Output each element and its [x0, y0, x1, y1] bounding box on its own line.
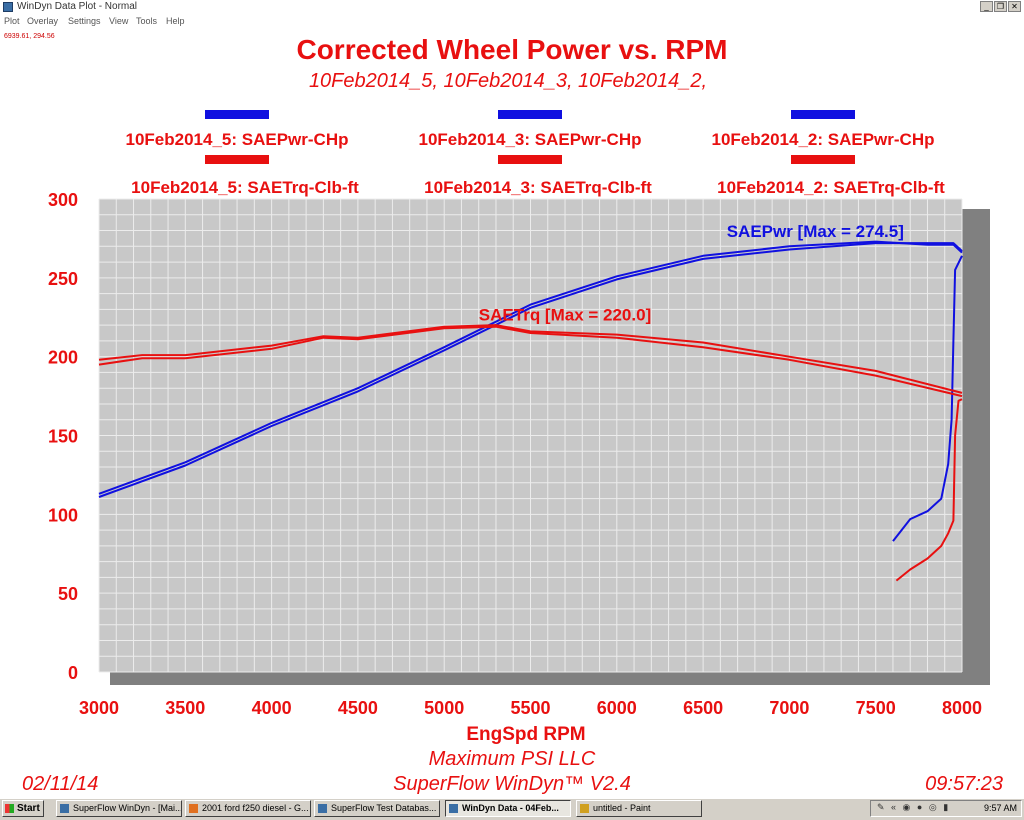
legend: 10Feb2014_5: SAEPwr-CHp 10Feb2014_3: SAEP… — [126, 110, 945, 197]
app-icon — [60, 804, 69, 813]
windows-logo-icon — [5, 804, 14, 813]
x-tick-label: 4500 — [338, 698, 378, 718]
menu-help[interactable]: Help — [166, 16, 185, 26]
x-tick-label: 8000 — [942, 698, 982, 718]
tray-icons[interactable]: ✎ « ◉ ● ◎ ▮ — [877, 802, 951, 812]
x-axis-label: EngSpd RPM — [466, 724, 585, 745]
legend-swatch — [791, 110, 855, 119]
legend-label: 10Feb2014_2: SAETrq-Clb-ft — [717, 178, 945, 197]
menu-view[interactable]: View — [109, 16, 129, 26]
series-line — [892, 255, 963, 542]
cursor-coords-readout: 6939.61, 294.56 — [4, 33, 55, 40]
series-line — [895, 398, 963, 582]
x-tick-label: 7000 — [769, 698, 809, 718]
window-title: WinDyn Data Plot - Normal — [17, 1, 138, 12]
legend-label: 10Feb2014_2: SAEPwr-CHp — [712, 130, 935, 149]
legend-label: 10Feb2014_3: SAEPwr-CHp — [419, 130, 642, 149]
x-tick-label: 5500 — [510, 698, 550, 718]
legend-swatch — [791, 155, 855, 164]
browser-icon — [189, 804, 198, 813]
chart-title: Corrected Wheel Power vs. RPM — [296, 34, 727, 65]
minimize-button[interactable]: _ — [980, 1, 993, 12]
system-tray: ✎ « ◉ ● ◎ ▮ 9:57 AM — [870, 800, 1022, 817]
y-tick-label: 300 — [48, 190, 78, 210]
task-label: 2001 ford f250 diesel - G... — [202, 803, 309, 813]
task-label: WinDyn Data - 04Feb... — [462, 803, 559, 813]
x-axis-ticks: 3000 3500 4000 4500 5000 5500 6000 6500 7000 7500… — [79, 698, 982, 718]
start-label: Start — [17, 803, 40, 814]
task-label: SuperFlow Test Databas... — [331, 803, 437, 813]
y-tick-label: 0 — [68, 663, 78, 683]
y-axis-ticks: 0 50 100 150 200 250 300 — [48, 190, 78, 683]
task-windyn-data[interactable]: WinDyn Data - 04Feb... — [445, 800, 571, 817]
window-controls: _ ❐ ✕ — [980, 1, 1021, 12]
restore-button[interactable]: ❐ — [994, 1, 1007, 12]
menu-tools[interactable]: Tools — [136, 16, 158, 26]
series-line — [98, 324, 963, 394]
app-icon — [449, 804, 458, 813]
task-superflow-windyn[interactable]: SuperFlow WinDyn - [Mai... — [56, 800, 182, 817]
report-date: 02/11/14 — [22, 773, 98, 795]
x-tick-label: 6000 — [597, 698, 637, 718]
y-tick-label: 200 — [48, 348, 78, 368]
start-button[interactable]: Start — [2, 800, 44, 817]
legend-swatch — [205, 110, 269, 119]
y-tick-label: 150 — [48, 427, 78, 447]
x-tick-label: 4000 — [252, 698, 292, 718]
app-icon — [318, 804, 327, 813]
task-test-database[interactable]: SuperFlow Test Databas... — [314, 800, 440, 817]
legend-label: 10Feb2014_5: SAETrq-Clb-ft — [131, 178, 359, 197]
series-line — [98, 325, 963, 398]
legend-swatch — [498, 155, 562, 164]
max-annotation: SAETrq [Max = 220.0] — [479, 305, 651, 324]
series-line — [98, 240, 963, 495]
tray-clock[interactable]: 9:57 AM — [983, 803, 1017, 813]
menu-bar: Plot Overlay Settings View Tools Help — [0, 15, 1024, 29]
max-annotation: SAEPwr [Max = 274.5] — [727, 222, 904, 241]
legend-label: 10Feb2014_3: SAETrq-Clb-ft — [424, 178, 652, 197]
power-torque-chart: Corrected Wheel Power vs. RPM 10Feb2014_… — [22, 34, 1003, 795]
y-tick-label: 100 — [48, 505, 78, 525]
menu-settings[interactable]: Settings — [68, 16, 101, 26]
x-tick-label: 3000 — [79, 698, 119, 718]
task-paint[interactable]: untitled - Paint — [576, 800, 702, 817]
task-label: SuperFlow WinDyn - [Mai... — [73, 803, 182, 813]
y-tick-label: 50 — [58, 584, 78, 604]
x-tick-label: 3500 — [165, 698, 205, 718]
legend-swatch — [498, 110, 562, 119]
grid — [98, 198, 963, 673]
software-version: SuperFlow WinDyn™ V2.4 — [393, 773, 631, 795]
legend-swatch — [205, 155, 269, 164]
paint-icon — [580, 804, 589, 813]
close-button[interactable]: ✕ — [1008, 1, 1021, 12]
x-tick-label: 6500 — [683, 698, 723, 718]
company-name: Maximum PSI LLC — [429, 748, 596, 770]
task-browser[interactable]: 2001 ford f250 diesel - G... — [185, 800, 311, 817]
taskbar: Start SuperFlow WinDyn - [Mai... 2001 fo… — [0, 797, 1024, 820]
menu-overlay[interactable]: Overlay — [27, 16, 59, 26]
series-group — [98, 240, 963, 582]
series-line — [98, 242, 963, 498]
task-label: untitled - Paint — [593, 803, 651, 813]
report-time: 09:57:23 — [925, 773, 1003, 795]
legend-label: 10Feb2014_5: SAEPwr-CHp — [126, 130, 349, 149]
x-tick-label: 5000 — [424, 698, 464, 718]
annotations: SAEPwr [Max = 274.5] SAETrq [Max = 220.0] — [479, 222, 904, 325]
app-icon — [3, 2, 13, 12]
y-tick-label: 250 — [48, 269, 78, 289]
menu-plot[interactable]: Plot — [4, 16, 20, 26]
x-tick-label: 7500 — [856, 698, 896, 718]
chart-subtitle: 10Feb2014_5, 10Feb2014_3, 10Feb2014_2, — [309, 70, 707, 92]
